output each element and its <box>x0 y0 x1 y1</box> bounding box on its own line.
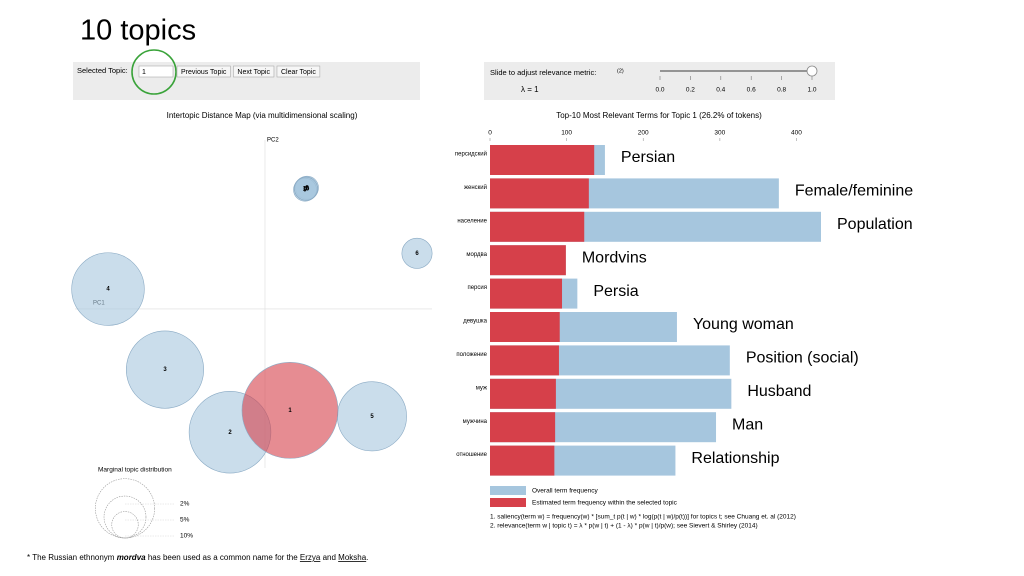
term-label: отношение <box>456 452 487 458</box>
selected-topic-label: Selected Topic: <box>77 66 128 75</box>
bar[interactable] <box>490 345 559 376</box>
bar[interactable] <box>490 278 563 309</box>
topic-label: 5 <box>370 414 374 420</box>
footnote-part: and <box>320 553 338 562</box>
annotation: Mordvins <box>582 249 647 266</box>
bar[interactable] <box>490 378 556 409</box>
footnote-part: has been used as a common name for the <box>146 553 300 562</box>
topic-bubble[interactable] <box>126 330 204 409</box>
x-tick-label: 0 <box>488 130 492 137</box>
annotation: Relationship <box>691 450 779 467</box>
y-axis-label: PC2 <box>267 138 279 144</box>
x-tick-label: 100 <box>561 130 572 137</box>
bar[interactable] <box>490 312 560 342</box>
term-label: мордва <box>466 252 487 258</box>
bar[interactable] <box>490 145 595 175</box>
chart-title: Intertopic Distance Map (via multidimens… <box>167 111 358 120</box>
annotation: Persian <box>621 149 675 166</box>
annotation: Population <box>837 216 913 233</box>
slider-label: Slide to adjust relevance metric: <box>490 68 596 77</box>
x-tick-label: 400 <box>791 130 802 137</box>
slider-tick-label: 0.2 <box>686 87 695 94</box>
slider-tick-label: 0.6 <box>747 87 756 94</box>
topic-bubble[interactable] <box>71 252 145 326</box>
topic-label: 9 <box>303 187 307 193</box>
button[interactable] <box>176 65 231 78</box>
footnote: * The Russian ethnonym mordva has been u… <box>27 553 368 562</box>
size-legend-label: 10% <box>180 533 193 540</box>
bar[interactable] <box>490 445 555 476</box>
term-label: муж <box>476 385 487 391</box>
button[interactable] <box>233 65 275 78</box>
button-label: Previous Topic <box>181 69 227 76</box>
topic-label: 4 <box>106 287 110 293</box>
topic-label: 2 <box>228 430 232 436</box>
size-legend-circle <box>111 511 139 539</box>
slider-tick-label: 1.0 <box>807 87 816 94</box>
footnote-part: mordva <box>117 553 146 562</box>
x-tick-label: 300 <box>714 130 725 137</box>
slider-tick-label: 0.4 <box>716 87 725 94</box>
note: 2. relevance(term w | topic t) = λ * p(w… <box>490 523 758 530</box>
x-tick-label: 200 <box>638 130 649 137</box>
topic-label: 8 <box>305 185 309 191</box>
slide-title: 10 topics <box>80 15 196 47</box>
highlight-circle <box>131 49 177 95</box>
legend-swatch <box>490 486 526 495</box>
bar[interactable] <box>490 178 589 209</box>
slider-tick-label: 0.8 <box>777 87 786 94</box>
term-label: персия <box>467 285 487 291</box>
topic-label: 7 <box>304 186 308 192</box>
footnote-part: Moksha <box>338 553 367 562</box>
size-legend-title: Marginal topic distribution <box>98 467 172 474</box>
annotation: Position (social) <box>746 350 859 367</box>
topic-label: 6 <box>415 251 419 257</box>
annotation: Husband <box>747 383 811 400</box>
annotation: Young woman <box>693 316 794 333</box>
slider-footnote: (2) <box>617 68 624 74</box>
topic-bubble[interactable] <box>294 176 318 201</box>
topic-bubble[interactable] <box>401 237 433 269</box>
topic-input-value: 1 <box>142 69 146 76</box>
term-label: население <box>457 218 487 224</box>
bar[interactable] <box>490 412 556 443</box>
annotation: Female/feminine <box>795 183 913 200</box>
topic-label: 1 <box>288 408 292 414</box>
term-label: мужчина <box>463 419 488 425</box>
legend-label: Estimated term frequency within the sele… <box>532 500 678 507</box>
size-legend-label: 5% <box>180 517 190 524</box>
footnote-part: * The Russian ethnonym <box>27 553 117 562</box>
size-legend-circle <box>95 478 155 539</box>
annotation: Persia <box>593 283 638 300</box>
lambda-label: λ = 1 <box>521 85 539 94</box>
topic-input[interactable] <box>138 65 174 78</box>
bar[interactable] <box>490 211 585 242</box>
term-label: положение <box>456 352 487 358</box>
size-legend-circle <box>103 495 147 539</box>
chart-title: Top-10 Most Relevant Terms for Topic 1 (… <box>556 111 762 120</box>
term-label: женский <box>464 184 487 191</box>
slider-panel <box>484 62 835 100</box>
legend-swatch <box>490 498 526 507</box>
topic-bubble[interactable] <box>241 362 339 459</box>
size-legend-label: 2% <box>180 501 190 508</box>
annotation: Man <box>732 416 763 433</box>
footnote-part: Erzya <box>300 553 321 562</box>
term-label: персидский <box>455 151 487 158</box>
button[interactable] <box>276 65 321 78</box>
topic-label: 3 <box>163 367 167 373</box>
slider-knob[interactable] <box>806 65 818 77</box>
legend-label: Overall term frequency <box>532 488 598 495</box>
term-label: девушка <box>463 319 487 325</box>
slider-tick-label: 0.0 <box>655 87 664 94</box>
footnote-part: . <box>366 553 368 562</box>
topic-label: 10 <box>303 186 310 192</box>
button-label: Clear Topic <box>281 69 316 76</box>
note: 1. saliency(term w) = frequency(w) * [su… <box>490 514 796 521</box>
bar[interactable] <box>490 245 566 276</box>
button-label: Next Topic <box>237 69 270 76</box>
